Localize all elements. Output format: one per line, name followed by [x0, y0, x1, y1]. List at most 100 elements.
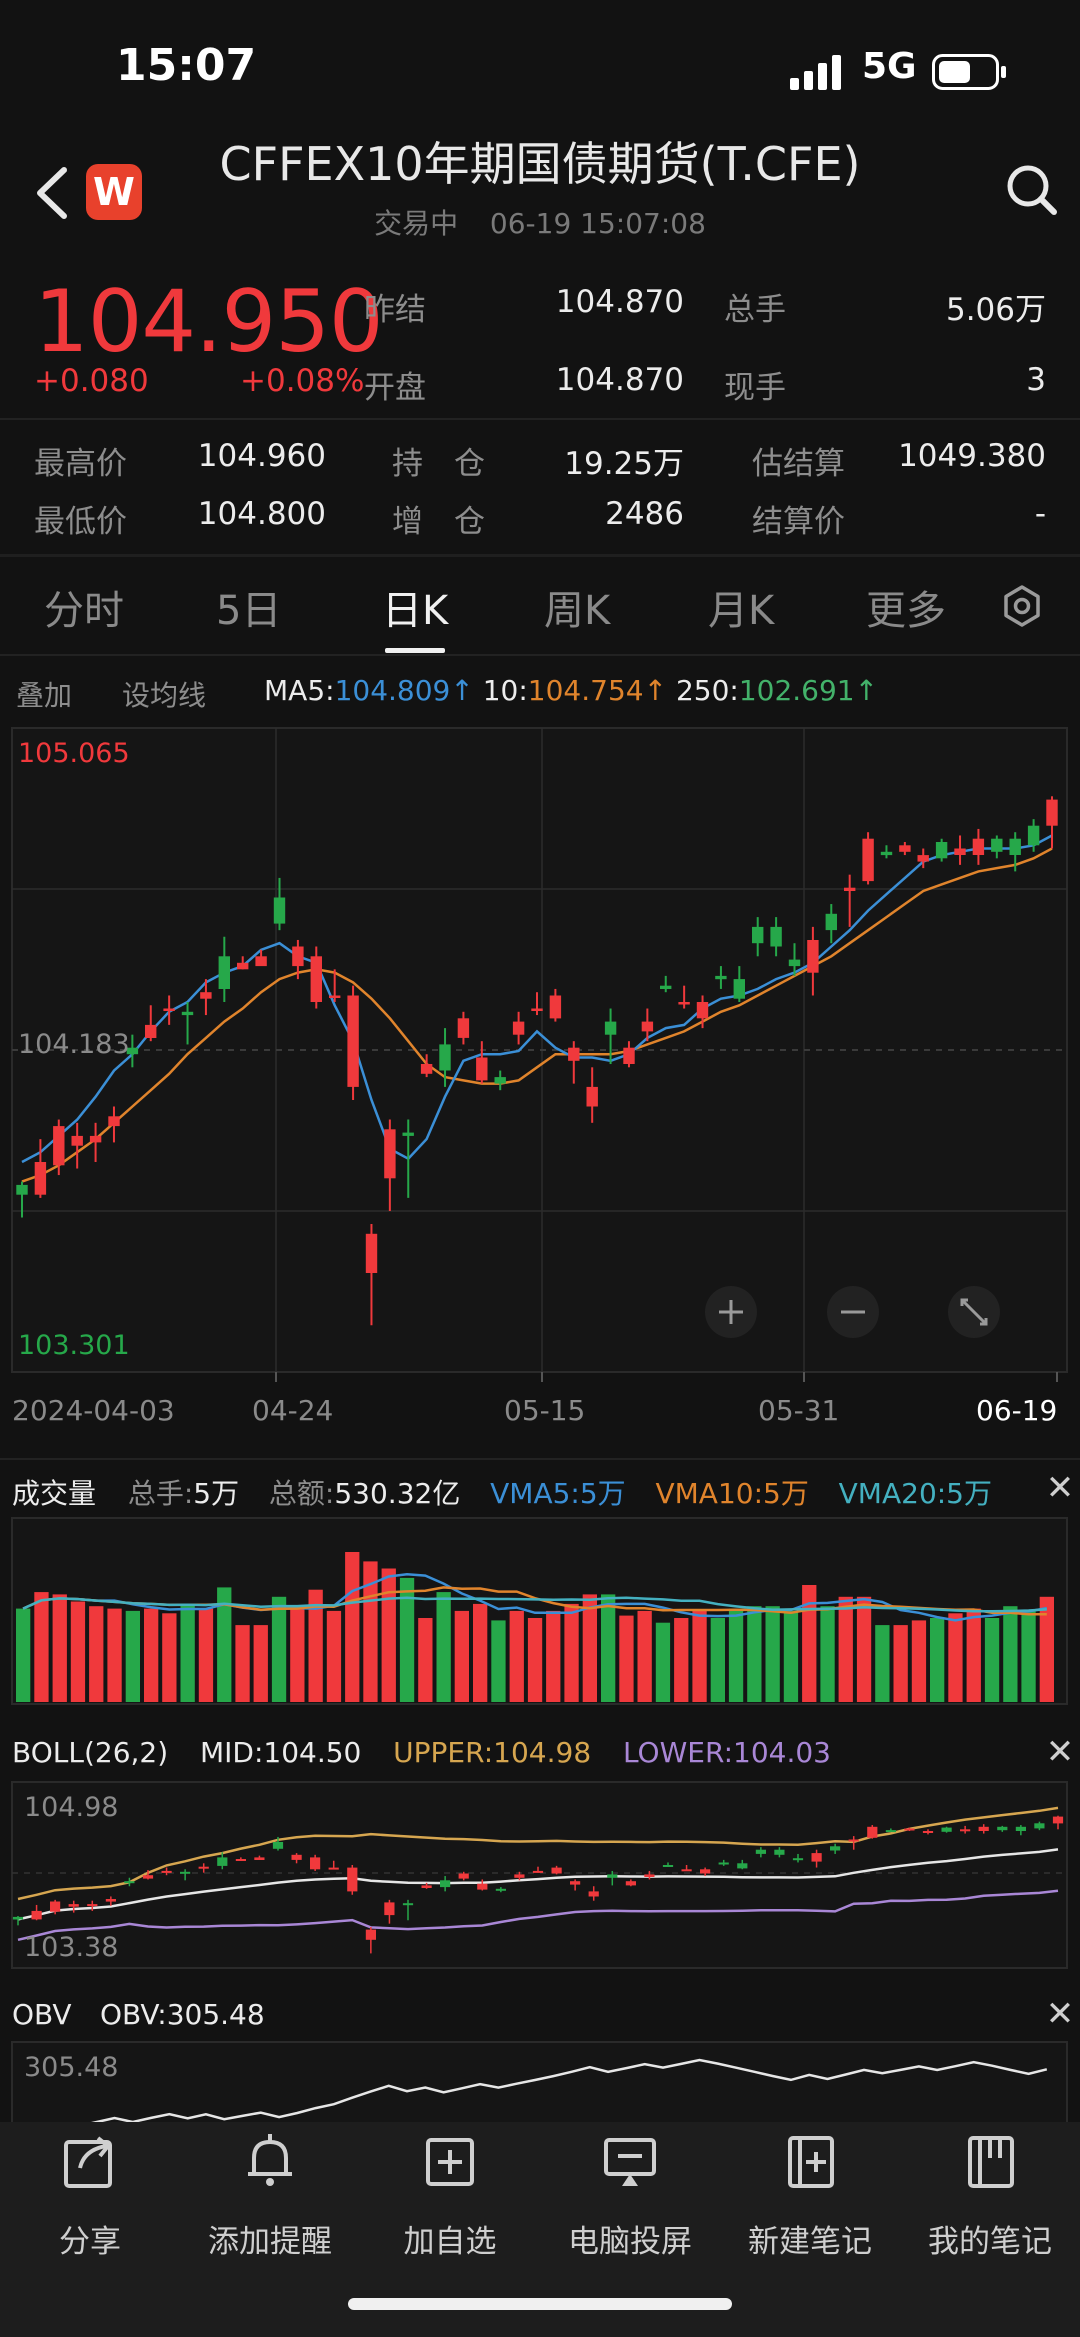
- candle-body: [181, 1011, 194, 1016]
- home-indicator[interactable]: [348, 2298, 732, 2310]
- ma5-path: [21, 834, 1053, 1164]
- tab-intraday[interactable]: 分时: [44, 588, 124, 634]
- boll-candle-body: [421, 1885, 432, 1888]
- boll-candle-body: [402, 1903, 414, 1906]
- candle-body: [200, 992, 212, 999]
- obv-title: OBV: [12, 1998, 72, 2031]
- candle-body: [954, 848, 966, 855]
- candle-body: [825, 913, 837, 931]
- my-notes-button[interactable]: 我的笔记: [900, 2130, 1080, 2261]
- boll-candle-body: [198, 1866, 209, 1869]
- quote-datetime: 06-19 15:07:08: [489, 207, 706, 240]
- volume-bar: [162, 1613, 177, 1702]
- volume-bar: [125, 1610, 140, 1702]
- volume-bar: [473, 1603, 488, 1702]
- candle-body: [347, 995, 359, 1087]
- boll-candle-body: [1052, 1816, 1064, 1824]
- volume-bar: [802, 1585, 817, 1702]
- add-watchlist-icon: [426, 2138, 474, 2186]
- last-price: 104.950: [34, 272, 384, 372]
- close-volume-icon[interactable]: ✕: [1040, 1468, 1080, 1508]
- close-boll-icon[interactable]: ✕: [1045, 1732, 1075, 1772]
- candle-body: [1027, 825, 1040, 846]
- chart-settings-icon[interactable]: [1000, 584, 1044, 628]
- ma250-label: 250:: [675, 674, 739, 707]
- tab-5day[interactable]: 5日: [216, 588, 282, 634]
- volume-bar: [70, 1601, 86, 1702]
- candles: [16, 796, 1058, 1326]
- app-logo: W: [86, 164, 142, 220]
- candle-body: [292, 946, 304, 967]
- vol-total-value: 5万: [193, 1477, 240, 1510]
- set-ma-button[interactable]: 设均线: [122, 679, 207, 712]
- boll-candle-body: [1015, 1826, 1026, 1831]
- divider: [0, 418, 1080, 420]
- candle-body: [237, 962, 249, 970]
- add-alert-label: 添加提醒: [208, 2224, 332, 2260]
- volume-bar: [217, 1587, 232, 1702]
- volume-title: 成交量: [12, 1477, 97, 1510]
- tab-more[interactable]: 更多: [866, 588, 946, 634]
- candle-body: [329, 995, 341, 998]
- boll-candle-body: [235, 1859, 246, 1861]
- candle-body: [972, 838, 985, 855]
- add-watchlist-button[interactable]: 加自选: [360, 2130, 540, 2261]
- add-alert-button[interactable]: 添加提醒: [180, 2130, 360, 2261]
- boll-candle-body: [700, 1869, 711, 1874]
- new-note-button[interactable]: 新建笔记: [720, 2130, 900, 2261]
- volume-bar: [491, 1620, 506, 1702]
- volume-bar: [546, 1610, 561, 1702]
- zoom-in-button[interactable]: [705, 1286, 757, 1338]
- instrument-title: CFFEX10年期国债期货(T.CFE): [219, 137, 861, 191]
- zoom-out-button[interactable]: [827, 1286, 879, 1338]
- overlay-button[interactable]: 叠加: [16, 679, 73, 712]
- boll-candle-body: [960, 1829, 971, 1832]
- tab-monthly-k[interactable]: 月K: [708, 588, 775, 634]
- tab-daily-k[interactable]: 日K: [382, 588, 449, 634]
- boll-candle-body: [514, 1874, 525, 1878]
- high-label: 最高价: [34, 446, 127, 482]
- volume-bar: [564, 1603, 579, 1702]
- candle-body: [163, 1008, 175, 1011]
- tab-weekly-k[interactable]: 周K: [544, 588, 611, 634]
- boll-candle-body: [904, 1828, 915, 1831]
- boll-candle-body: [662, 1865, 674, 1867]
- boll-candle-body: [495, 1888, 506, 1891]
- share-button[interactable]: 分享: [0, 2130, 180, 2261]
- volume-bar: [1021, 1610, 1036, 1702]
- candle-body: [420, 1064, 433, 1074]
- active-tab-indicator: [385, 648, 445, 653]
- total-volume-value: 5.06万: [945, 292, 1046, 328]
- fullscreen-icon[interactable]: [948, 1286, 1000, 1338]
- vol-amount-label: 总额:: [268, 1477, 335, 1510]
- candle-body: [402, 1132, 414, 1136]
- screen-cast-button[interactable]: 电脑投屏: [540, 2130, 720, 2261]
- volume-bar: [710, 1618, 725, 1702]
- candle-body: [494, 1077, 506, 1084]
- bell-icon: [248, 2134, 292, 2186]
- candle-body: [16, 1184, 28, 1195]
- screen-cast-label: 电脑投屏: [568, 2224, 692, 2260]
- close-obv-icon[interactable]: ✕: [1045, 1994, 1075, 2034]
- boll-candle-body: [644, 1874, 655, 1877]
- volume-bar: [582, 1594, 597, 1702]
- total-volume-label: 总手: [724, 292, 786, 328]
- boll-candle-body: [625, 1881, 636, 1886]
- boll-candle-body: [347, 1867, 358, 1892]
- volume-bar: [399, 1577, 415, 1702]
- search-icon[interactable]: [1004, 162, 1060, 220]
- candle-body: [310, 956, 322, 1002]
- candle-body: [273, 897, 286, 924]
- volume-bar: [509, 1610, 524, 1702]
- candle-body: [641, 1021, 654, 1032]
- kline-chart[interactable]: 105.065 104.183 103.301 2024-04-03 04-24…: [0, 726, 1080, 1446]
- share-label: 分享: [59, 2224, 121, 2260]
- boll-candle-body: [68, 1904, 79, 1907]
- boll-candle-body: [1034, 1823, 1045, 1829]
- volume-bar: [381, 1568, 396, 1702]
- open-interest-value: 19.25万: [564, 446, 684, 482]
- volume-bar: [308, 1589, 323, 1702]
- candle-body: [917, 855, 929, 862]
- boll-candle-body: [922, 1831, 934, 1833]
- back-icon[interactable]: [30, 164, 74, 222]
